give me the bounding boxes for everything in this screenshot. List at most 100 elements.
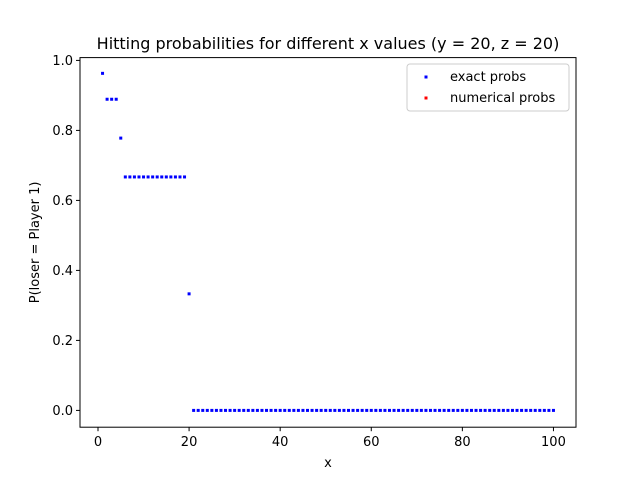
data-point-exact-probs: [328, 408, 332, 412]
x-tick-label: 0: [94, 435, 102, 450]
data-point-exact-probs: [278, 408, 282, 412]
data-point-exact-probs: [529, 408, 533, 412]
data-point-exact-probs: [205, 408, 209, 412]
data-point-exact-probs: [110, 97, 114, 101]
data-point-exact-probs: [169, 175, 173, 179]
data-point-exact-probs: [178, 175, 182, 179]
data-point-exact-probs: [406, 408, 410, 412]
data-point-exact-probs: [346, 408, 350, 412]
data-point-exact-probs: [497, 408, 501, 412]
y-tick-label: 0.6: [52, 194, 73, 209]
data-point-exact-probs: [465, 408, 469, 412]
data-point-exact-probs: [351, 408, 355, 412]
data-point-exact-probs: [105, 97, 109, 101]
data-point-exact-probs: [160, 175, 164, 179]
data-point-exact-probs: [137, 175, 141, 179]
data-point-exact-probs: [515, 408, 519, 412]
data-point-exact-probs: [251, 408, 255, 412]
data-point-exact-probs: [324, 408, 328, 412]
data-point-exact-probs: [142, 175, 146, 179]
data-point-exact-probs: [192, 408, 196, 412]
y-axis-label: P(loser = Player 1): [28, 182, 43, 304]
data-point-exact-probs: [428, 408, 432, 412]
data-point-exact-probs: [310, 408, 314, 412]
data-point-exact-probs: [210, 408, 214, 412]
data-point-exact-probs: [392, 408, 396, 412]
data-point-exact-probs: [114, 97, 118, 101]
y-tick-label: 0.8: [52, 124, 73, 139]
data-point-exact-probs: [196, 408, 200, 412]
legend: exact probs numerical probs: [406, 63, 570, 112]
data-point-exact-probs: [415, 408, 419, 412]
data-point-exact-probs: [401, 408, 405, 412]
data-point-exact-probs: [292, 408, 296, 412]
data-point-exact-probs: [479, 408, 483, 412]
data-point-exact-probs: [469, 408, 473, 412]
data-point-exact-probs: [183, 175, 187, 179]
data-point-exact-probs: [173, 175, 177, 179]
x-axis-label: x: [324, 456, 332, 471]
data-point-exact-probs: [524, 408, 528, 412]
data-point-exact-probs: [201, 408, 205, 412]
data-point-exact-probs: [533, 408, 537, 412]
data-point-exact-probs: [342, 408, 346, 412]
data-point-exact-probs: [501, 408, 505, 412]
x-axis-ticks: 0 20 40 60 80 100: [94, 427, 566, 450]
chart-title: Hitting probabilities for different x va…: [97, 34, 560, 53]
data-point-exact-probs: [474, 408, 478, 412]
data-point-exact-probs: [447, 408, 451, 412]
data-point-exact-probs: [187, 292, 191, 296]
data-point-exact-probs: [383, 408, 387, 412]
data-point-exact-probs: [233, 408, 237, 412]
data-point-exact-probs: [214, 408, 218, 412]
data-point-exact-probs: [101, 71, 105, 75]
x-tick-label: 40: [272, 435, 289, 450]
data-point-exact-probs: [433, 408, 437, 412]
y-axis-ticks: 0.0 0.2 0.4 0.6 0.8 1.0: [52, 54, 80, 419]
data-point-exact-probs: [224, 408, 228, 412]
data-point-exact-probs: [132, 175, 136, 179]
data-point-exact-probs: [365, 408, 369, 412]
data-point-exact-probs: [128, 175, 132, 179]
data-point-exact-probs: [296, 408, 300, 412]
legend-label-exact-probs: exact probs: [450, 70, 526, 85]
data-point-exact-probs: [510, 408, 514, 412]
data-point-exact-probs: [228, 408, 232, 412]
data-point-exact-probs: [424, 408, 428, 412]
data-point-exact-probs: [269, 408, 273, 412]
data-point-exact-probs: [306, 408, 310, 412]
data-point-exact-probs: [551, 408, 555, 412]
data-point-exact-probs: [333, 408, 337, 412]
legend-marker-exact-probs: [424, 75, 428, 79]
data-point-exact-probs: [155, 175, 159, 179]
data-point-exact-probs: [538, 408, 542, 412]
data-point-exact-probs: [219, 408, 223, 412]
axes-frame: [79, 57, 577, 428]
data-point-exact-probs: [410, 408, 414, 412]
data-point-exact-probs: [451, 408, 455, 412]
data-point-exact-probs: [123, 175, 127, 179]
x-tick-label: 20: [181, 435, 198, 450]
plot-area: [79, 57, 577, 428]
data-point-exact-probs: [442, 408, 446, 412]
y-tick-label: 0.0: [52, 404, 73, 419]
data-point-exact-probs: [283, 408, 287, 412]
data-point-exact-probs: [397, 408, 401, 412]
data-point-exact-probs: [146, 175, 150, 179]
y-tick-label: 1.0: [52, 54, 73, 69]
data-markers: [101, 71, 555, 412]
data-point-exact-probs: [483, 408, 487, 412]
data-point-exact-probs: [319, 408, 323, 412]
data-point-exact-probs: [520, 408, 524, 412]
data-point-exact-probs: [246, 408, 250, 412]
legend-label-numerical-probs: numerical probs: [450, 91, 555, 106]
y-tick-label: 0.2: [52, 334, 73, 349]
data-point-exact-probs: [456, 408, 460, 412]
data-point-exact-probs: [337, 408, 341, 412]
data-point-exact-probs: [356, 408, 360, 412]
legend-box: [406, 63, 570, 112]
data-point-exact-probs: [151, 175, 155, 179]
x-tick-label: 100: [541, 435, 566, 450]
data-point-exact-probs: [492, 408, 496, 412]
data-point-exact-probs: [547, 408, 551, 412]
